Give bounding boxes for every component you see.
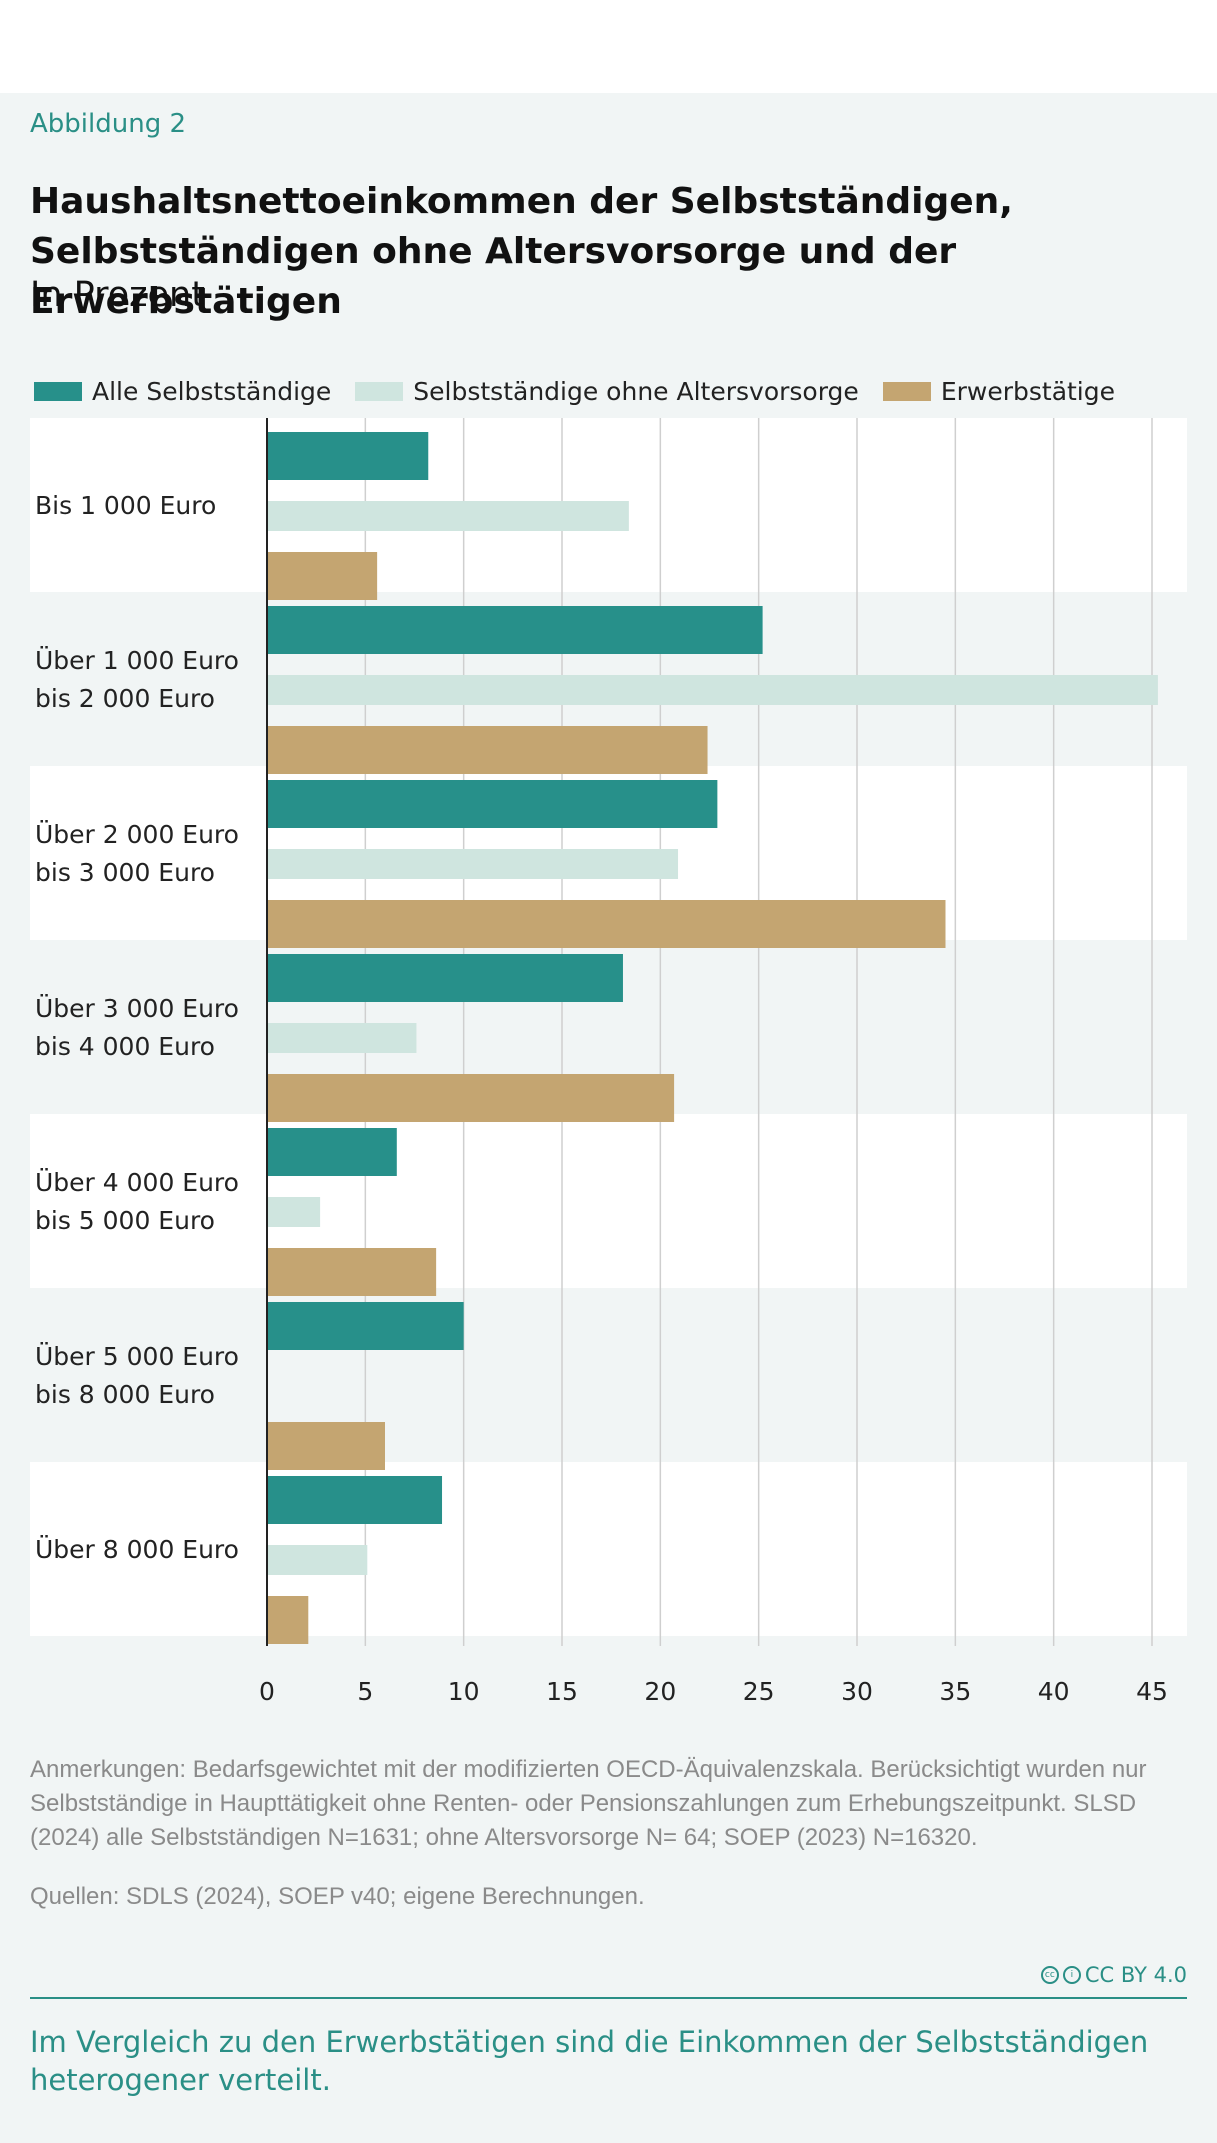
bar-alle-3 <box>267 954 623 1002</box>
legend-item-alle-selbststaendige: Alle Selbstständige <box>34 377 331 406</box>
category-label-line: Über 4 000 Euro <box>35 1168 239 1197</box>
category-label-2: Über 2 000 Euro bis 3 000 Euro <box>35 820 239 887</box>
bar-alle-1 <box>267 606 763 654</box>
bar-ohne-av-2 <box>267 849 679 879</box>
legend-swatch-s2 <box>355 381 404 401</box>
row-background-5 <box>30 1288 1187 1462</box>
bar-ohne-av-0 <box>267 501 629 531</box>
bar-erwerb-3 <box>267 1074 675 1122</box>
figure-panel: Abbildung 2 Haushaltsnettoeinkommen der … <box>0 93 1217 2143</box>
category-label-line: Über 8 000 Euro <box>35 1535 239 1564</box>
cc-icon: cc <box>1040 1966 1059 1984</box>
category-label-1: Über 1 000 Euro bis 2 000 Euro <box>35 646 239 713</box>
category-label-line: Über 3 000 Euro <box>35 994 239 1023</box>
category-label-line: bis 2 000 Euro <box>35 684 215 713</box>
x-tick-label-40: 40 <box>1038 1677 1070 1706</box>
category-label-line: bis 8 000 Euro <box>35 1380 215 1409</box>
bar-ohne-av-1 <box>267 675 1158 705</box>
category-label-line: Bis 1 000 Euro <box>35 491 216 520</box>
bar-alle-5 <box>267 1302 464 1350</box>
x-tick-label-20: 20 <box>644 1677 676 1706</box>
x-tick-label-10: 10 <box>448 1677 480 1706</box>
legend-item-erwerbstaetige: Erwerbstätige <box>882 376 1116 406</box>
x-tick-label-15: 15 <box>546 1677 578 1706</box>
bar-alle-6 <box>267 1476 443 1524</box>
bar-ohne-av-6 <box>267 1545 368 1575</box>
row-background-4 <box>30 1114 1187 1288</box>
category-label-4: Über 4 000 Euro bis 5 000 Euro <box>35 1168 239 1235</box>
category-label-line: Über 5 000 Euro <box>35 1342 239 1371</box>
bar-erwerb-2 <box>267 900 946 948</box>
category-label-6: Über 8 000 Euro <box>35 1535 239 1564</box>
bar-alle-2 <box>267 780 718 828</box>
category-label-line: Über 2 000 Euro <box>35 820 239 849</box>
bar-erwerb-0 <box>267 552 378 600</box>
license-badge[interactable]: cc i CC BY 4.0 <box>1040 1963 1187 1987</box>
legend-item-ohne-altersvorsorge: Selbstständige ohne Altersvorsorge <box>355 377 859 406</box>
bar-alle-0 <box>267 432 429 480</box>
category-label-line: bis 4 000 Euro <box>35 1032 215 1061</box>
category-label-0: Bis 1 000 Euro <box>35 491 216 520</box>
legend-label-s1: Alle Selbstständige <box>92 376 332 406</box>
chart-title-line-2: Selbstständigen ohne Altersvorsorge und … <box>30 231 957 322</box>
chart-title-line-1: Haushaltsnettoeinkommen der Selbstständi… <box>30 181 1013 222</box>
chart-notes: Anmerkungen: Bedarfsgewichtet mit der mo… <box>30 1756 1147 1851</box>
figure-label: Abbildung 2 <box>30 109 187 139</box>
by-icon: i <box>1062 1966 1081 1984</box>
bar-erwerb-5 <box>267 1422 385 1470</box>
bar-erwerb-1 <box>267 726 708 774</box>
x-tick-label-30: 30 <box>841 1677 873 1706</box>
figure-caption: Im Vergleich zu den Erwerbstätigen sind … <box>30 2025 1149 2097</box>
bar-ohne-av-3 <box>267 1023 417 1053</box>
x-tick-label-0: 0 <box>259 1677 275 1706</box>
bar-alle-4 <box>267 1128 397 1176</box>
chart-sources: Quellen: SDLS (2024), SOEP v40; eigene B… <box>30 1883 645 1910</box>
legend-swatch-s1 <box>34 381 82 401</box>
bar-chart: Bis 1 000 Euro Über 1 000 Euro bis 2 000 E… <box>30 418 1187 1706</box>
x-tick-label-35: 35 <box>939 1677 971 1706</box>
bar-erwerb-6 <box>267 1596 309 1644</box>
category-label-5: Über 5 000 Euro bis 8 000 Euro <box>35 1342 239 1409</box>
license-label: CC BY 4.0 <box>1084 1963 1187 1987</box>
caption-divider <box>30 1997 1187 1999</box>
chart-title: Haushaltsnettoeinkommen der Selbstständi… <box>30 177 1200 327</box>
row-background-6 <box>30 1462 1187 1636</box>
legend-label-s2: Selbstständige ohne Altersvorsorge <box>413 376 859 406</box>
bar-ohne-av-4 <box>267 1197 321 1227</box>
category-label-line: Über 1 000 Euro <box>35 646 239 675</box>
x-tick-label-25: 25 <box>743 1677 775 1706</box>
legend-label-s3: Erwerbstätige <box>940 376 1116 406</box>
x-tick-label-45: 45 <box>1136 1677 1168 1706</box>
chart-legend: Alle Selbstständige Selbstständige ohne … <box>34 376 1139 406</box>
category-label-3: Über 3 000 Euro bis 4 000 Euro <box>35 994 239 1061</box>
legend-swatch-s3 <box>882 381 931 401</box>
x-tick-label-5: 5 <box>357 1677 373 1706</box>
category-label-line: bis 5 000 Euro <box>35 1206 215 1235</box>
category-label-line: bis 3 000 Euro <box>35 858 215 887</box>
bar-erwerb-4 <box>267 1248 437 1296</box>
chart-subtitle: In Prozent <box>30 275 205 315</box>
